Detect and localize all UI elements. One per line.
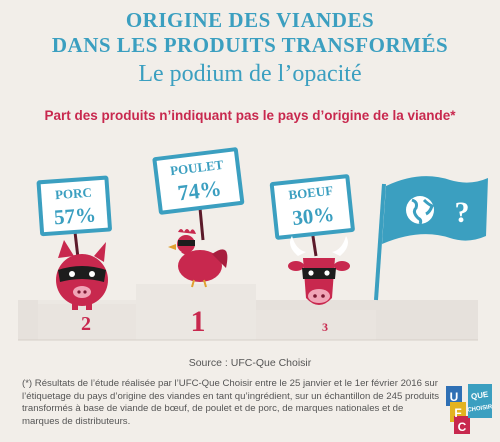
sign-porc: PORC 57% — [36, 175, 112, 237]
svg-text:U: U — [450, 390, 459, 404]
category-label-porc: PORC — [55, 185, 93, 203]
podium-step-3 — [256, 310, 376, 340]
value-label-boeuf: 30% — [291, 202, 335, 230]
chart-subtitle: Part des produits n’indiquant pas le pay… — [44, 108, 456, 123]
rank-label-boeuf: 3 — [322, 320, 328, 334]
cow-icon — [288, 236, 350, 305]
rank-label-porc: 2 — [81, 313, 91, 335]
value-label-porc: 57% — [53, 202, 97, 229]
svg-text:C: C — [458, 420, 467, 434]
sign-boeuf: BOEUF 30% — [269, 174, 355, 240]
title-line-2: DANS LES PRODUITS TRANSFORMÉS — [51, 33, 449, 57]
chicken-icon — [168, 229, 228, 288]
pig-icon — [56, 240, 108, 310]
title-line-1: ORIGINE DES VIANDES — [125, 8, 375, 32]
category-label-poulet: POULET — [169, 157, 224, 178]
sign-poulet: POULET 74% — [152, 147, 245, 215]
svg-text:QUE: QUE — [470, 390, 489, 401]
footnote: (*) Résultats de l’étude réalisée par l’… — [22, 378, 440, 427]
title-line-3: Le podium de l’opacité — [138, 61, 362, 87]
ufc-que-choisir-logo: U F C QUE CHOISIR — [444, 380, 496, 436]
svg-text:CHOISIR: CHOISIR — [467, 404, 493, 414]
flag-question-mark: ? — [455, 196, 470, 229]
category-label-boeuf: BOEUF — [288, 183, 334, 203]
chicken-mask — [178, 240, 195, 246]
source-text: Source : UFC-Que Choisir — [188, 357, 312, 369]
mask — [58, 266, 106, 282]
podium — [18, 284, 478, 341]
cow-mask — [302, 268, 336, 279]
flag: ? — [374, 176, 488, 301]
svg-text:F: F — [454, 406, 461, 420]
rank-label-poulet: 1 — [191, 305, 206, 338]
podium-step-1 — [136, 284, 256, 340]
value-label-poulet: 74% — [176, 175, 223, 205]
